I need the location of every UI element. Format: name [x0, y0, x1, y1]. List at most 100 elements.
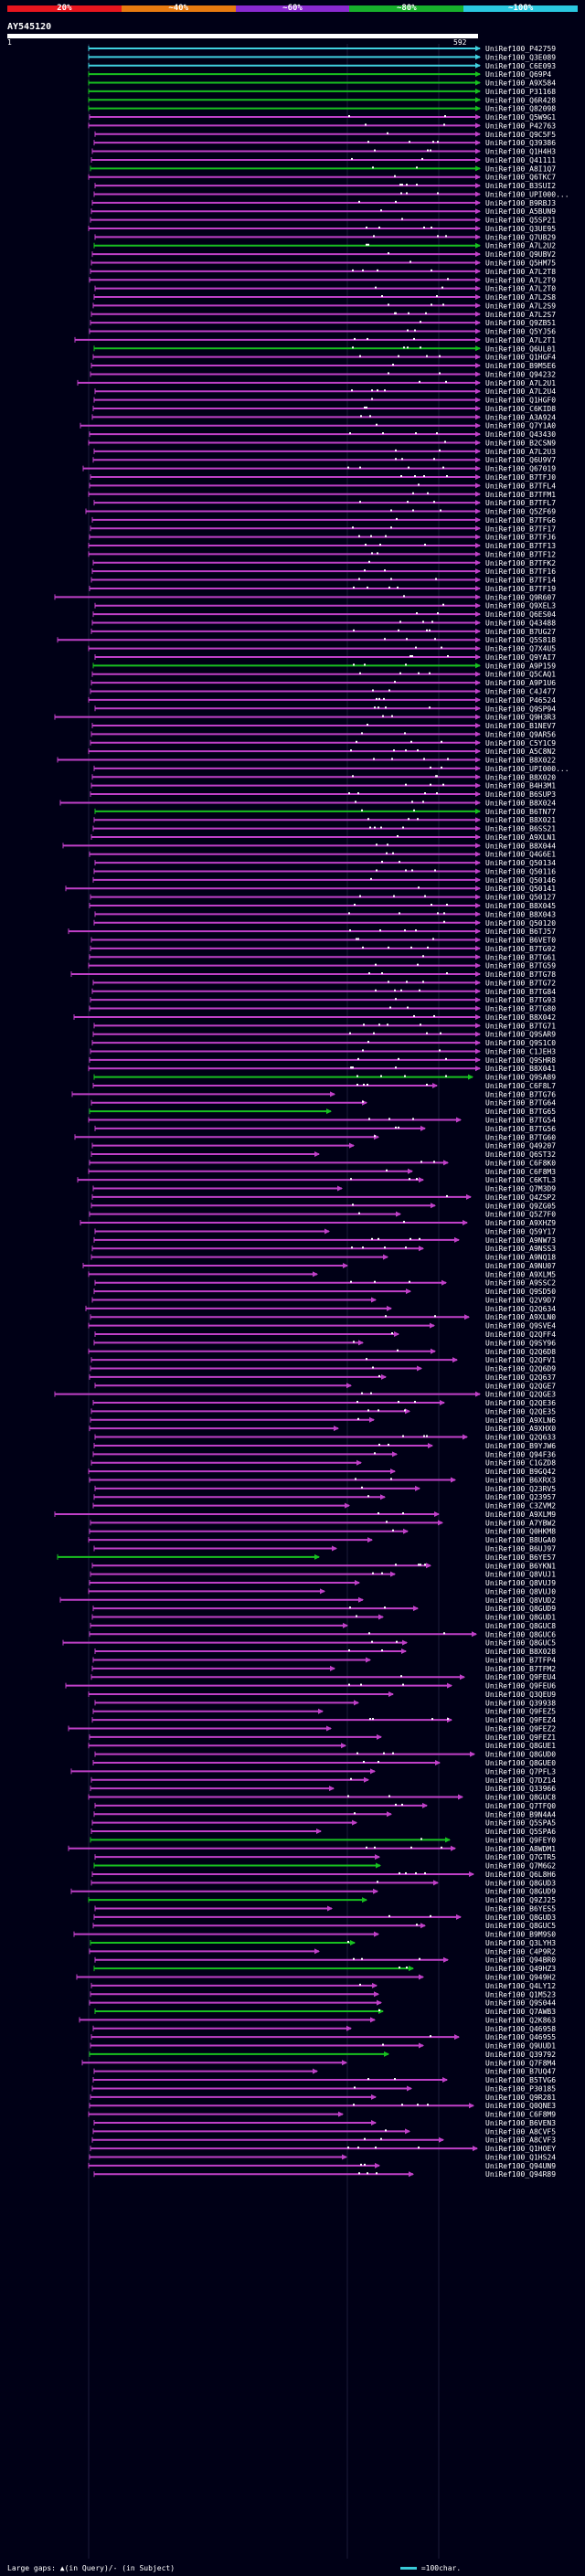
- hit-row[interactable]: UniRef100_B7TFL7: [93, 499, 556, 507]
- hit-row[interactable]: UniRef100_Q8GUC5: [62, 1639, 556, 1648]
- hit-row[interactable]: UniRef100_A8CVF5: [92, 2127, 556, 2136]
- hit-row[interactable]: UniRef100_B8X021: [93, 816, 556, 824]
- hit-row[interactable]: UniRef100_Q49207: [91, 1142, 556, 1150]
- hit-row[interactable]: UniRef100_Q8VUD2: [59, 1596, 556, 1605]
- hit-label[interactable]: UniRef100_Q9R281: [485, 2094, 556, 2102]
- hit-row[interactable]: UniRef100_B6UJ97: [93, 1545, 556, 1553]
- hit-row[interactable]: UniRef100_Q949H2: [76, 1974, 556, 1982]
- hit-label[interactable]: UniRef100_B7TG56: [485, 1125, 556, 1133]
- hit-row[interactable]: UniRef100_A9P159: [92, 662, 556, 670]
- hit-row[interactable]: UniRef100_B7TG71: [93, 1022, 556, 1030]
- hit-row[interactable]: UniRef100_Q2QGE3: [54, 1391, 556, 1399]
- hit-label[interactable]: UniRef100_Q7M3D9: [485, 1185, 556, 1193]
- hit-row[interactable]: UniRef100_Q9SA89: [93, 1074, 556, 1082]
- hit-row[interactable]: UniRef100_Q9YAI7: [94, 653, 556, 662]
- hit-label[interactable]: UniRef100_A9NQ18: [485, 1254, 556, 1262]
- hit-label[interactable]: UniRef100_B6VET0: [485, 937, 556, 945]
- hit-label[interactable]: UniRef100_B7TG80: [485, 1005, 556, 1013]
- hit-label[interactable]: UniRef100_B7TG64: [485, 1099, 556, 1108]
- hit-label[interactable]: UniRef100_A9NU07: [485, 1262, 556, 1270]
- hit-label[interactable]: UniRef100_C4J477: [485, 688, 556, 696]
- hit-label[interactable]: UniRef100_Q6TKC7: [485, 174, 556, 182]
- hit-label[interactable]: UniRef100_Q7UB29: [485, 233, 556, 241]
- hit-row[interactable]: UniRef100_B6TN77: [94, 808, 556, 816]
- hit-row[interactable]: UniRef100_Q50120: [93, 919, 556, 928]
- hit-label[interactable]: UniRef100_Q8GUC8: [485, 1622, 556, 1630]
- hit-row[interactable]: UniRef100_Q39792: [89, 2051, 556, 2059]
- hit-row[interactable]: UniRef100_B1NEV7: [91, 722, 556, 730]
- hit-label[interactable]: UniRef100_Q9FEZ1: [485, 1733, 556, 1742]
- hit-row[interactable]: UniRef100_Q94UN9: [88, 2162, 556, 2170]
- hit-row[interactable]: UniRef100_A7L2S9: [92, 302, 556, 310]
- hit-row[interactable]: UniRef100_P46524: [88, 696, 556, 705]
- hit-label[interactable]: UniRef100_Q5Z7F0: [485, 1211, 556, 1219]
- hit-row[interactable]: UniRef100_Q7M6G2: [93, 1862, 556, 1871]
- hit-label[interactable]: UniRef100_A9NW73: [485, 1236, 556, 1245]
- hit-row[interactable]: UniRef100_A7L2T8: [90, 268, 556, 276]
- hit-label[interactable]: UniRef100_B8X045: [485, 902, 556, 910]
- hit-row[interactable]: UniRef100_A7L2T1: [74, 336, 556, 345]
- hit-label[interactable]: UniRef100_Q1HGF0: [485, 397, 556, 405]
- hit-row[interactable]: UniRef100_Q94R89: [93, 2170, 556, 2178]
- hit-label[interactable]: UniRef100_Q50134: [485, 859, 556, 867]
- hit-row[interactable]: UniRef100_A5BUN9: [90, 207, 556, 216]
- hit-label[interactable]: UniRef100_Q8GUC5: [485, 1922, 556, 1930]
- hit-label[interactable]: UniRef100_A9XLN6: [485, 1416, 556, 1425]
- hit-label[interactable]: UniRef100_Q50127: [485, 894, 556, 902]
- hit-label[interactable]: UniRef100_Q8VUD2: [485, 1596, 556, 1605]
- hit-label[interactable]: UniRef100_Q33966: [485, 1785, 556, 1793]
- hit-row[interactable]: UniRef100_B6SS21: [92, 825, 556, 833]
- hit-row[interactable]: UniRef100_A7L2T0: [94, 285, 556, 293]
- hit-label[interactable]: UniRef100_A7L2S9: [485, 302, 556, 310]
- hit-row[interactable]: UniRef100_Q23RV5: [94, 1485, 556, 1493]
- hit-row[interactable]: UniRef100_Q67019: [82, 465, 556, 473]
- hit-label[interactable]: UniRef100_Q94R89: [485, 2170, 556, 2178]
- hit-label[interactable]: UniRef100_B7TG72: [485, 979, 556, 987]
- hit-label[interactable]: UniRef100_Q2QFF4: [485, 1330, 556, 1339]
- hit-label[interactable]: UniRef100_Q5SPA5: [485, 1819, 556, 1828]
- hit-label[interactable]: UniRef100_A7L2U4: [485, 387, 556, 396]
- hit-row[interactable]: UniRef100_Q0QNE3: [89, 2102, 556, 2110]
- hit-label[interactable]: UniRef100_Q7TFQ0: [485, 1802, 556, 1810]
- hit-label[interactable]: UniRef100_B8UGA0: [485, 1536, 556, 1544]
- hit-row[interactable]: UniRef100_C3ZVM2: [92, 1502, 556, 1511]
- hit-row[interactable]: UniRef100_B7TFJ0: [90, 473, 556, 482]
- hit-row[interactable]: UniRef100_B7TFM1: [88, 491, 556, 499]
- hit-label[interactable]: UniRef100_Q39386: [485, 139, 556, 147]
- hit-row[interactable]: UniRef100_Q46955: [90, 2033, 556, 2041]
- hit-label[interactable]: UniRef100_A9SSC2: [485, 1279, 556, 1288]
- hit-label[interactable]: UniRef100_Q949H2: [485, 1974, 556, 1982]
- hit-label[interactable]: UniRef100_Q9XEL3: [485, 602, 556, 610]
- hit-row[interactable]: UniRef100_Q2Q633: [94, 1434, 556, 1442]
- hit-label[interactable]: UniRef100_B8X022: [485, 757, 556, 765]
- hit-row[interactable]: UniRef100_Q6L8H6: [91, 1871, 556, 1879]
- hit-row[interactable]: UniRef100_Q1HGF0: [93, 397, 556, 405]
- hit-label[interactable]: UniRef100_C5Y1C9: [485, 739, 556, 747]
- hit-label[interactable]: UniRef100_C6F8M3: [485, 1168, 556, 1176]
- hit-row[interactable]: UniRef100_Q9FEZ1: [89, 1733, 556, 1742]
- hit-label[interactable]: UniRef100_Q8VUJ9: [485, 1579, 556, 1587]
- hit-label[interactable]: UniRef100_A9XHX0: [485, 1425, 556, 1433]
- hit-row[interactable]: UniRef100_P42763: [88, 122, 556, 130]
- hit-label[interactable]: UniRef100_Q2Q634: [485, 1305, 556, 1313]
- hit-label[interactable]: UniRef100_A7YBW2: [485, 1519, 556, 1527]
- hit-row[interactable]: UniRef100_B6YKN1: [91, 1562, 556, 1570]
- hit-row[interactable]: UniRef100_Q6ST32: [90, 1150, 556, 1159]
- hit-row[interactable]: UniRef100_B7TFK2: [92, 559, 556, 567]
- hit-label[interactable]: UniRef100_Q9FEU6: [485, 1682, 556, 1691]
- hit-label[interactable]: UniRef100_Q94F36: [485, 1450, 556, 1458]
- hit-row[interactable]: UniRef100_Q33966: [90, 1785, 556, 1793]
- hit-label[interactable]: UniRef100_B7TG54: [485, 1117, 556, 1125]
- hit-row[interactable]: UniRef100_Q2QFV1: [90, 1356, 556, 1364]
- hit-row[interactable]: UniRef100_Q9H3R3: [54, 714, 556, 722]
- hit-row[interactable]: UniRef100_B8X044: [62, 842, 556, 850]
- hit-label[interactable]: UniRef100_Q9UUD1: [485, 2042, 556, 2051]
- hit-label[interactable]: UniRef100_Q9FEZ5: [485, 1708, 556, 1716]
- hit-row[interactable]: UniRef100_B9YJW6: [93, 1442, 556, 1450]
- hit-row[interactable]: UniRef100_C6E093: [88, 62, 556, 70]
- hit-label[interactable]: UniRef100_Q5S818: [485, 636, 556, 644]
- hit-row[interactable]: UniRef100_Q9UUD1: [90, 2042, 556, 2051]
- hit-row[interactable]: UniRef100_A7L2U2: [93, 242, 556, 250]
- hit-label[interactable]: UniRef100_Q4G6E1: [485, 851, 556, 859]
- hit-row[interactable]: UniRef100_Q5SP21: [90, 217, 556, 225]
